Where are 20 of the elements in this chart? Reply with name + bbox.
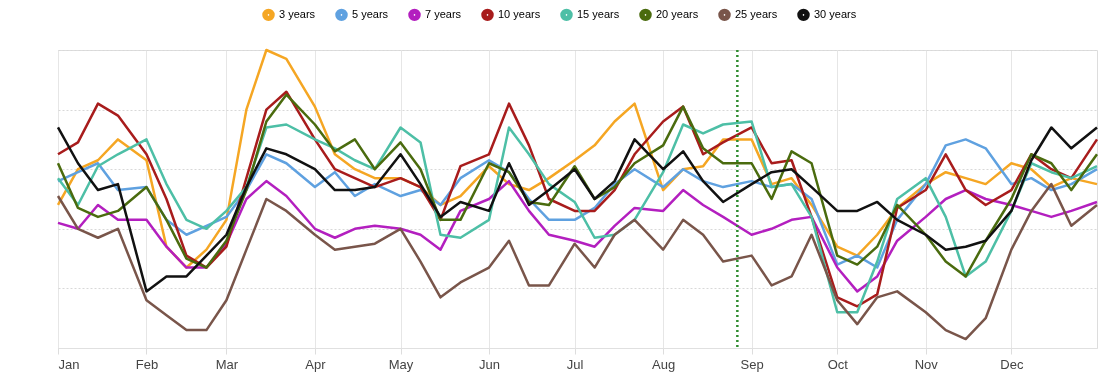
x-tick-label: Dec (1000, 356, 1024, 372)
x-tick-label: Oct (827, 356, 849, 372)
legend-label: 3 years (279, 7, 316, 20)
x-tick-label: Aug (652, 356, 676, 372)
x-tick-label: May (388, 356, 414, 372)
legend-label: 25 years (735, 7, 778, 20)
legend-label: 30 years (814, 7, 857, 20)
x-tick-label: Mar (215, 356, 239, 372)
x-tick-label: Feb (135, 356, 159, 372)
legend-label: 20 years (656, 7, 699, 20)
x-tick-label: Jan (58, 356, 80, 372)
x-tick-label: Jul (566, 356, 584, 372)
legend-label: 10 years (498, 7, 541, 20)
x-tick-label: Jun (479, 356, 500, 372)
legend-label: 15 years (577, 7, 620, 20)
x-tick-label: Sep (740, 356, 764, 372)
x-tick-label: Apr (305, 356, 327, 372)
legend-label: 7 years (425, 7, 462, 20)
legend-label: 5 years (352, 7, 389, 20)
x-tick-label: Nov (914, 356, 939, 372)
